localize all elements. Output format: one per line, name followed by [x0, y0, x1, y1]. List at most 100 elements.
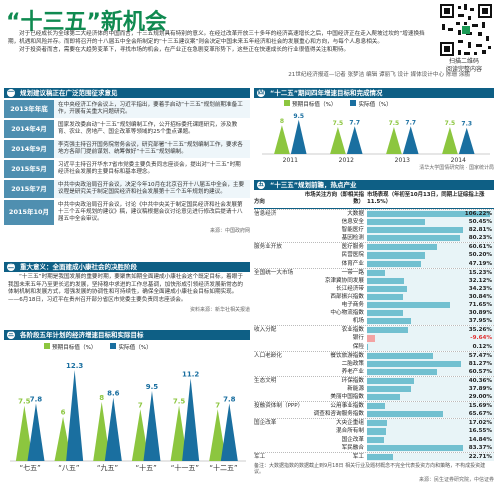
actual-bar [105, 397, 122, 461]
row-value: 81.27% [469, 360, 492, 368]
row-bar [367, 278, 404, 284]
timeline-row: 2015年10月 中共中央政治局召开会议，讨论《中共中央关于制定国民经济和社会发… [4, 200, 250, 225]
row-bar-track: 30.84% [367, 293, 494, 301]
section-planning-timeline: 一 规划建议稿正在广泛范围征求意见 2013年年底 在中央经济工作会议上，习近平… [4, 88, 250, 260]
section-significance: 二 重大意义：全面建成小康社会的决胜阶段 “十三五”时期是我国发展的重要时期，要… [4, 262, 250, 328]
table-row: 人口老龄化 餐饮旅游指数 57.47% [254, 351, 494, 360]
row-index: 餐饮旅游指数 [302, 352, 367, 360]
row-direction [254, 234, 302, 242]
row-index: 环保指数 [302, 377, 367, 385]
row-direction: 国企改革 [254, 419, 302, 427]
qr-code[interactable] [438, 2, 494, 58]
table-row: 长江经济带 34.23% [254, 285, 494, 293]
row-bar [367, 361, 461, 367]
timeline-text: 在中央经济工作会议上，习近平指出，要着手启动“十三五”规划前期准备工作，开展有关… [54, 100, 250, 118]
row-value: 47.19% [469, 260, 492, 268]
row-bar-track: 17.02% [367, 419, 494, 427]
section-fyp-growth-chart: 三 各阶段五年计划的经济增速目标和实际目标 预期目标值（%） 实际值（%） 7.… [4, 330, 250, 478]
target-value-label: 8 [99, 394, 104, 402]
row-direction [254, 285, 302, 293]
row-value: 57.47% [469, 352, 492, 360]
row-bar-track: 57.47% [367, 352, 494, 360]
row-index: 智能医疗 [302, 226, 367, 234]
timeline-row: 2013年年底 在中央经济工作会议上，习近平指出，要着手启动“十三五”规划前期准… [4, 100, 250, 118]
category-label: “九五” [97, 463, 118, 472]
target-bar [274, 125, 290, 154]
row-bar-track: 65.67% [367, 410, 494, 418]
table-row: 军工 军工 22.71% [254, 452, 494, 461]
row-bar [367, 454, 393, 460]
section-number: 三 [7, 331, 15, 339]
row-direction [254, 444, 302, 452]
source-note: 来源：中国政府网 [4, 227, 250, 234]
table-row: 生态文明 环保指数 40.36% [254, 376, 494, 385]
row-index: 养老产业 [302, 368, 367, 376]
chart-legend: 预期目标值（%） 实际值（%） [254, 98, 494, 108]
row-bar [367, 327, 408, 333]
target-value-label: 7.5 [445, 120, 456, 127]
source-note: 来源：民生证券研究院，中信证券 [254, 476, 494, 483]
actual-bar [459, 128, 475, 154]
row-value: 37.89% [469, 385, 492, 393]
row-bar-track: 15.69% [367, 402, 494, 410]
row-bar-track: 32.12% [367, 277, 494, 285]
category-label: “十一五” [171, 463, 199, 472]
row-direction: 信息经济 [254, 210, 302, 218]
chart-legend: 预期目标值（%） 实际值（%） [4, 340, 250, 351]
timeline-date: 2014年9月 [4, 140, 54, 158]
row-direction [254, 410, 302, 418]
timeline-row: 2014年9月 李克强主持召开国务院常务会议，研究部署“十三五”规划编制工作，要… [4, 140, 250, 158]
table-row: 信息经济 大数据 106.22% [254, 209, 494, 218]
table-row: 基因检测 80.23% [254, 234, 494, 242]
row-index: 基因检测 [302, 234, 367, 242]
row-direction [254, 334, 302, 342]
significance-text: “十三五”时期是我国发展的重要时期，要聚焦如期全面建成小康社会这个既定目标，着眼… [4, 272, 250, 306]
row-index: 二胎政策 [302, 360, 367, 368]
col-change: 市场表现（年初至10月13日，同期上证综指上涨11.5%） [367, 192, 494, 206]
row-index: 新能源 [302, 385, 367, 393]
row-direction [254, 277, 302, 285]
row-index: 医疗服务 [302, 243, 367, 251]
row-value: 17.02% [469, 419, 492, 427]
row-value: 80.23% [469, 234, 492, 242]
row-bar [367, 386, 411, 392]
row-index: 一带一路 [302, 269, 367, 277]
row-bar [367, 378, 414, 384]
row-bar [367, 294, 403, 300]
table-row: 投融资体制（PPP） 公用事业指数 15.69% [254, 401, 494, 410]
row-value: 37.95% [469, 317, 492, 325]
row-direction: 全国统一大市场 [254, 269, 302, 277]
timeline-row: 2015年7月 中共中央政治局召开会议，决定今年10月在北京召开十八届五中全会，… [4, 180, 250, 198]
timeline-date: 2013年年底 [4, 100, 54, 118]
actual-value-label: 7.7 [405, 119, 416, 126]
row-direction [254, 317, 302, 325]
table-row: 中心物流指数 30.89% [254, 309, 494, 317]
actual-bar [403, 126, 419, 154]
row-bar-track: 71.65% [367, 301, 494, 309]
row-bar [367, 310, 403, 316]
category-label: “十五” [136, 463, 157, 472]
row-value: 60.61% [469, 243, 492, 251]
row-direction [254, 251, 302, 259]
category-label: 2012 [339, 157, 354, 164]
row-value: 32.12% [469, 277, 492, 285]
row-bar-track: 16.55% [367, 427, 494, 435]
row-bar-track: 22.71% [367, 453, 494, 461]
legend-target-swatch [44, 343, 50, 349]
category-label: “七五” [20, 463, 41, 472]
col-direction: 方向 [254, 199, 302, 206]
row-index: 保险 [302, 343, 367, 351]
row-index: 银行 [302, 334, 367, 342]
target-bar [442, 127, 458, 154]
table-row: 电子商务 71.65% [254, 301, 494, 309]
byline: 21世纪经济报道—记者 张梦洁 编辑 谭丽飞 设计 媒体设计中心 陈珊 涂鹏 [200, 70, 470, 78]
actual-value-label: 7.3 [461, 121, 472, 128]
legend-actual-swatch [110, 343, 116, 349]
row-direction: 军工 [254, 453, 302, 461]
section-header: 三 各阶段五年计划的经济增速目标和实际目标 [4, 330, 250, 340]
row-value: 34.23% [469, 285, 492, 293]
row-bar [367, 219, 425, 225]
row-bar-track: 14.84% [367, 436, 494, 444]
actual-value-label: 12.3 [66, 362, 83, 370]
